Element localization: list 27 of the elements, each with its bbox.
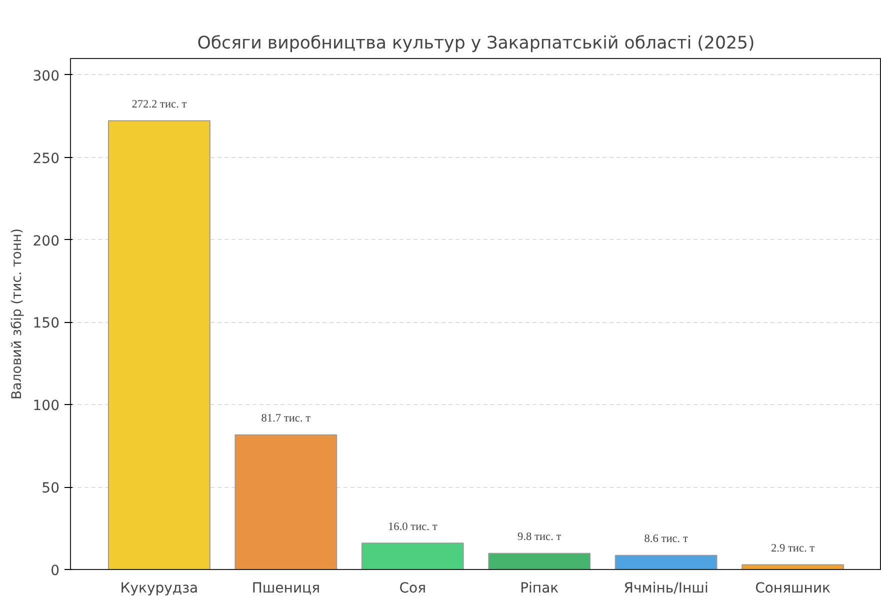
bar [488, 552, 591, 570]
y-tick-label: 250 [32, 150, 60, 167]
y-tick-label: 100 [32, 398, 60, 414]
data-label: 2.9 тис. т [770, 542, 815, 554]
y-tick-label: 300 [32, 68, 60, 84]
chart-title: Обсяги виробництва культур у Закарпатській області (2025) [197, 34, 755, 54]
y-tick-label: 0 [50, 563, 60, 579]
data-label: 9.8 тис. т [518, 531, 562, 544]
x-tick-label: Ріпак [520, 580, 559, 596]
bar [614, 554, 718, 570]
bar [234, 434, 338, 570]
data-label: 272.2 тис. т [132, 98, 187, 111]
x-tick-label: Пшениця [252, 580, 320, 596]
bar [361, 542, 464, 570]
x-tick-label: Соя [399, 580, 426, 596]
y-tick-label: 50 [42, 480, 60, 497]
y-tick-label: 150 [32, 316, 60, 332]
x-tick-label: Соняшник [755, 580, 831, 596]
x-tick-label: Ячмінь/Інші [624, 580, 708, 596]
data-label: 8.6 тис. т [644, 533, 688, 546]
data-label: 81.7 тис. т [261, 412, 311, 425]
data-label: 16.0 тис. т [388, 520, 438, 533]
bar [742, 564, 844, 570]
x-tick-label: Кукурудза [120, 580, 198, 596]
bar [108, 120, 210, 570]
y-axis-title: Валовий збір (тис. тонн) [10, 228, 25, 400]
y-tick-label: 200 [32, 233, 60, 250]
